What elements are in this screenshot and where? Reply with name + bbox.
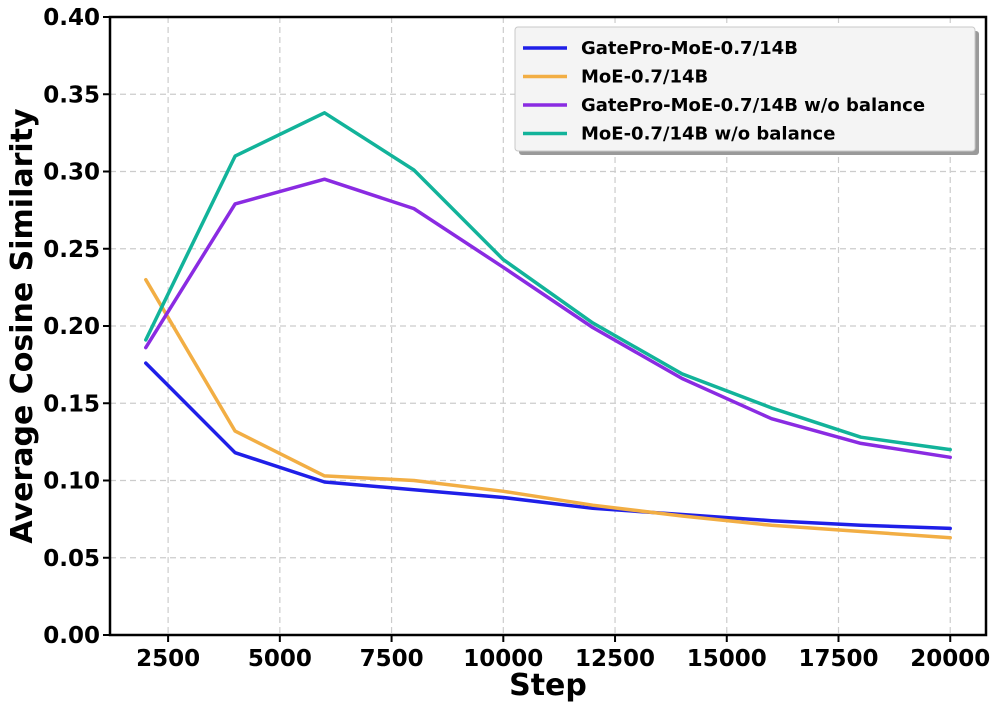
- series-line: [144, 277, 952, 540]
- y-tick-label: 0.35: [43, 82, 100, 108]
- legend-label: MoE-0.7/14B w/o balance: [581, 124, 835, 145]
- legend-box: [514, 26, 976, 152]
- x-tick-label: 15000: [687, 646, 767, 672]
- x-tick-label: 2500: [136, 646, 200, 672]
- y-axis-title: Average Cosine Similarity: [5, 108, 40, 544]
- legend-label: MoE-0.7/14B: [581, 67, 708, 88]
- y-tick-label: 0.00: [43, 623, 100, 649]
- y-tick-label: 0.05: [43, 546, 100, 572]
- legend-label: GatePro-MoE-0.7/14B w/o balance: [581, 95, 925, 116]
- x-tick-label: 5000: [248, 646, 312, 672]
- series-lines: [144, 111, 952, 540]
- series-line: [144, 111, 952, 452]
- y-tick-label: 0.30: [43, 160, 100, 186]
- y-tick-label: 0.10: [43, 469, 100, 495]
- y-tick-label: 0.40: [43, 5, 100, 31]
- x-tick-label: 17500: [798, 646, 878, 672]
- x-tick-label: 20000: [910, 646, 990, 672]
- legend-label: GatePro-MoE-0.7/14B: [581, 38, 798, 59]
- series-line: [144, 361, 952, 531]
- series-line: [144, 177, 952, 460]
- y-tick-label: 0.20: [43, 314, 100, 340]
- y-tick-label: 0.25: [43, 237, 100, 263]
- legend: GatePro-MoE-0.7/14B MoE-0.7/14B GatePro-Mo…: [514, 26, 979, 155]
- x-tick-label: 7500: [360, 646, 424, 672]
- axis-ticks: 2500 5000 7500 10000 12500 15000 17500 20000 0.0…: [43, 5, 990, 672]
- x-tick-label: 12500: [575, 646, 655, 672]
- x-tick-label: 10000: [463, 646, 543, 672]
- x-axis-title: Step: [509, 668, 587, 703]
- y-tick-label: 0.15: [43, 391, 100, 417]
